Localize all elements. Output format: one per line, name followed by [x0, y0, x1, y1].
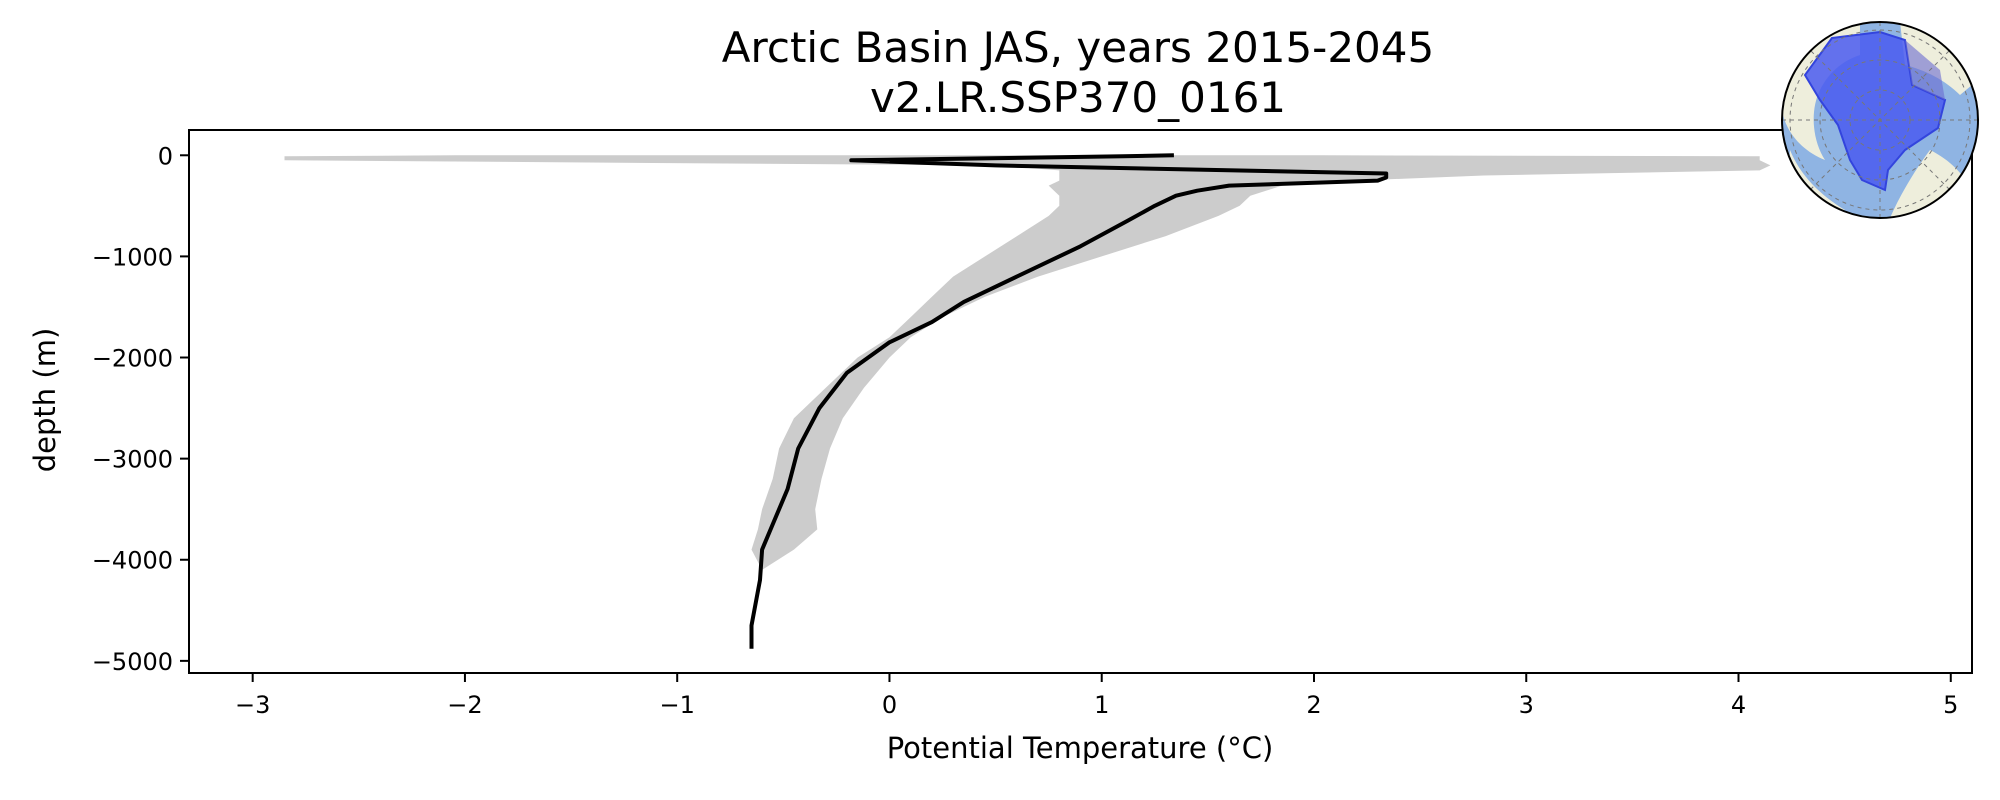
series-line-0 — [749, 153, 1389, 649]
x-tick-label: 1 — [1094, 691, 1109, 719]
x-tick-label: 2 — [1306, 691, 1321, 719]
y-tick-label: −2000 — [92, 345, 173, 373]
y-tick-label: 0 — [158, 142, 173, 170]
envelope-band-0 — [284, 155, 1771, 570]
x-tick-label: 4 — [1731, 691, 1746, 719]
chart-title: Arctic Basin JAS, years 2015-2045 — [722, 23, 1434, 72]
y-axis: 0 −1000 −2000 −3000 −4000 −5000 — [92, 142, 189, 676]
chart-subtitle: v2.LR.SSP370_0161 — [870, 73, 1286, 122]
axes-frame — [188, 129, 1973, 674]
x-tick-label: 0 — [882, 691, 897, 719]
x-tick-label: −3 — [235, 691, 270, 719]
y-tick-label: −1000 — [92, 243, 173, 271]
x-tick-label: −1 — [660, 691, 695, 719]
x-tick-label: −2 — [447, 691, 482, 719]
y-tick-label: −3000 — [92, 446, 173, 474]
x-axis-label: Potential Temperature (°C) — [887, 731, 1274, 765]
x-tick-label: 5 — [1943, 691, 1958, 719]
y-tick-label: −4000 — [92, 547, 173, 575]
graticule-icon — [1782, 22, 1978, 218]
arctic-basin-region-map-icon — [1781, 21, 1979, 219]
plot-area — [284, 153, 1771, 649]
x-axis: −3 −2 −1 0 1 2 3 4 5 — [235, 673, 1958, 719]
y-axis-label: depth (m) — [28, 328, 62, 473]
y-tick-label: −5000 — [92, 648, 173, 676]
x-tick-label: 3 — [1519, 691, 1534, 719]
